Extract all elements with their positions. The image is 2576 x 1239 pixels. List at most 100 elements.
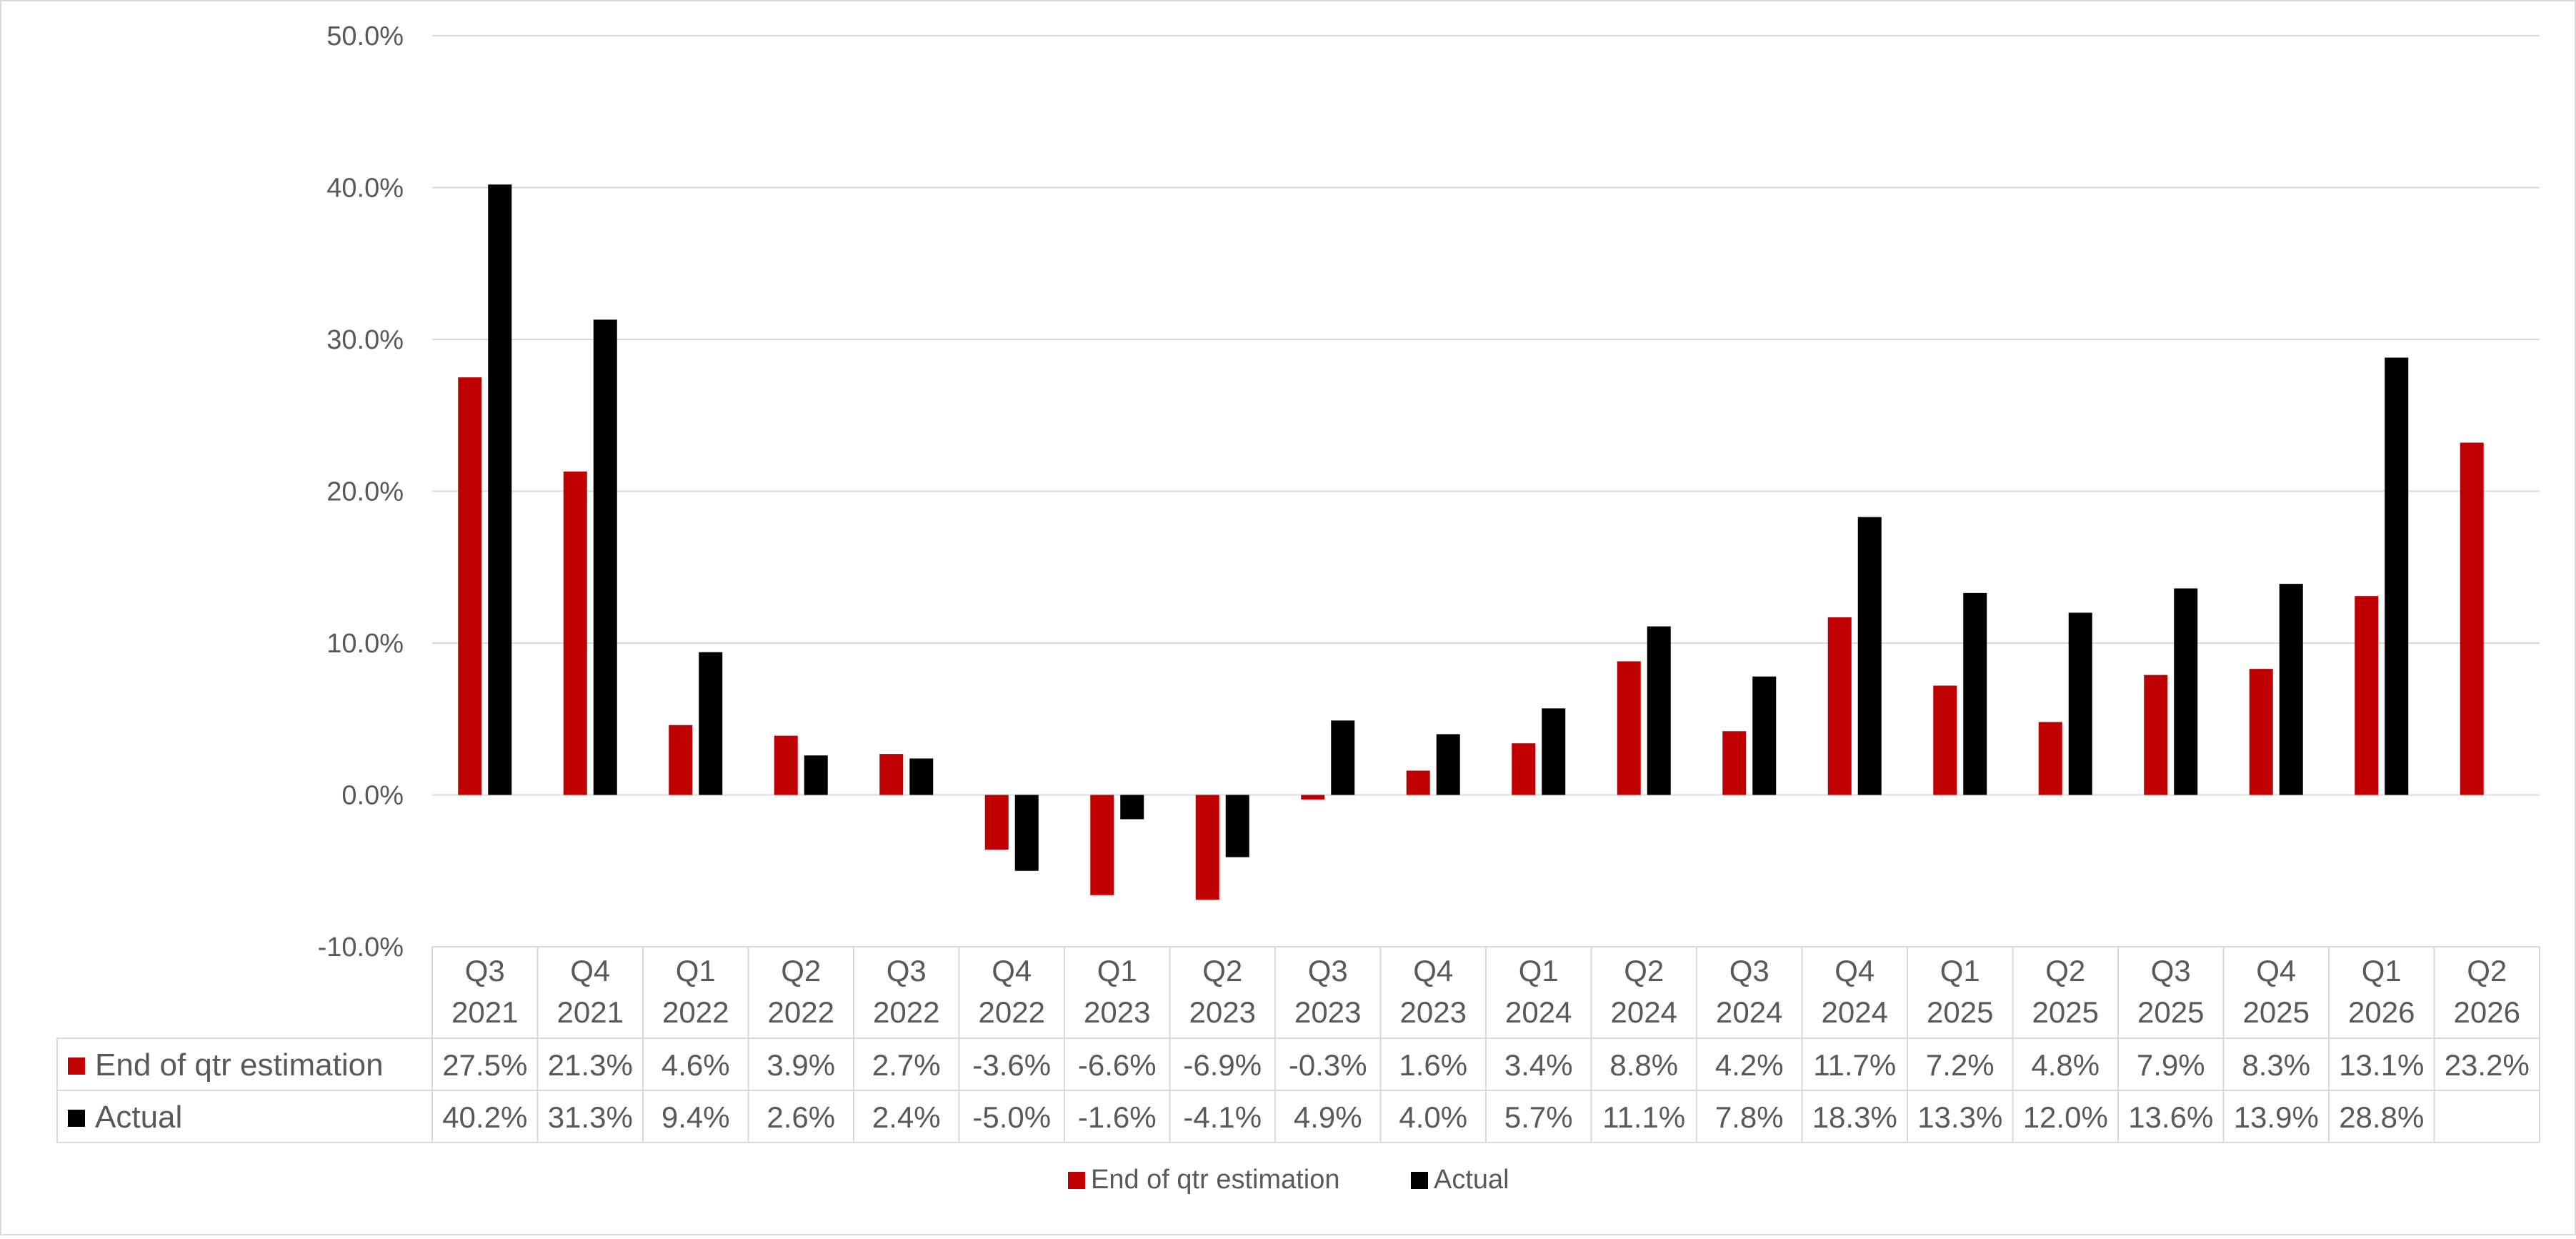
x-category-label: Q4 bbox=[1413, 954, 1453, 987]
data-label-actual: 7.8% bbox=[1715, 1100, 1784, 1134]
bar-estimation bbox=[1301, 795, 1325, 800]
x-category-label: 2025 bbox=[1927, 995, 1993, 1029]
legend-swatch bbox=[1068, 1172, 1085, 1189]
data-label-actual: -4.1% bbox=[1183, 1100, 1262, 1134]
legend: End of qtr estimation Actual bbox=[1068, 1165, 1509, 1195]
y-tick-label: -10.0% bbox=[318, 932, 404, 962]
legend-key-actual bbox=[68, 1110, 85, 1127]
x-category-label: Q3 bbox=[887, 954, 927, 987]
bar-actual bbox=[2174, 588, 2198, 795]
y-tick-label: 20.0% bbox=[326, 477, 404, 507]
bar-estimation bbox=[2249, 669, 2273, 795]
x-category-label: 2024 bbox=[1611, 995, 1677, 1029]
x-category-label: 2023 bbox=[1189, 995, 1256, 1029]
y-tick-label: 0.0% bbox=[341, 781, 404, 811]
data-label-estimation: 2.7% bbox=[872, 1048, 941, 1082]
data-label-estimation: 21.3% bbox=[548, 1048, 633, 1082]
row-label-estimation: End of qtr estimation bbox=[95, 1048, 384, 1083]
data-table: Q3 2021 Q4 2021 Q1 2022 Q2 2022 Q3 2022 Q4 2022 Q1 20… bbox=[56, 946, 2540, 1143]
bar-actual bbox=[1752, 676, 1777, 795]
data-label-actual: 5.7% bbox=[1504, 1100, 1573, 1134]
x-category-label: 2022 bbox=[662, 995, 729, 1029]
bar-actual bbox=[1014, 795, 1039, 871]
x-category-label: Q1 bbox=[2362, 954, 2402, 987]
bar-estimation bbox=[1617, 661, 1641, 795]
data-label-estimation: 23.2% bbox=[2445, 1048, 2530, 1082]
bar-estimation bbox=[879, 754, 904, 795]
data-label-estimation: 7.2% bbox=[1926, 1048, 1995, 1082]
y-tick-label: 30.0% bbox=[326, 325, 404, 355]
x-category-label: Q2 bbox=[2045, 954, 2085, 987]
bar-estimation bbox=[1722, 731, 1747, 795]
bar-actual bbox=[1857, 517, 1882, 795]
data-label-estimation: 3.4% bbox=[1504, 1048, 1573, 1082]
x-category-label: 2025 bbox=[2137, 995, 2204, 1029]
data-label-actual: 2.6% bbox=[767, 1100, 835, 1134]
x-category-label: 2021 bbox=[451, 995, 518, 1029]
x-category-label: Q3 bbox=[1308, 954, 1348, 987]
bar-actual bbox=[1120, 795, 1144, 820]
data-label-estimation: -3.6% bbox=[972, 1048, 1051, 1082]
x-category-label: Q1 bbox=[1940, 954, 1980, 987]
data-label-estimation: 8.3% bbox=[2242, 1048, 2310, 1082]
data-label-actual: 28.8% bbox=[2339, 1100, 2424, 1134]
data-label-estimation: 4.2% bbox=[1715, 1048, 1784, 1082]
data-label-estimation: 3.9% bbox=[767, 1048, 835, 1082]
data-label-actual: 4.0% bbox=[1399, 1100, 1467, 1134]
data-label-actual: 4.9% bbox=[1294, 1100, 1362, 1134]
bar-actual bbox=[1436, 734, 1460, 795]
x-category-label: 2024 bbox=[1505, 995, 1572, 1029]
bar-estimation bbox=[984, 795, 1009, 850]
bar-actual bbox=[2279, 584, 2303, 795]
data-label-estimation: -6.6% bbox=[1078, 1048, 1157, 1082]
bar-estimation bbox=[458, 377, 482, 795]
data-label-estimation: 1.6% bbox=[1399, 1048, 1467, 1082]
data-label-estimation: 11.7% bbox=[1813, 1048, 1896, 1082]
bar-estimation bbox=[1406, 770, 1430, 795]
x-category-label: Q3 bbox=[1729, 954, 1769, 987]
bar-actual bbox=[1963, 592, 1987, 795]
data-label-actual: 2.4% bbox=[872, 1100, 941, 1134]
row-label-actual: Actual bbox=[95, 1100, 182, 1135]
x-category-label: Q3 bbox=[2151, 954, 2191, 987]
y-tick-label: 40.0% bbox=[326, 174, 404, 204]
data-label-estimation: -0.3% bbox=[1289, 1048, 1367, 1082]
data-label-estimation: 4.6% bbox=[662, 1048, 730, 1082]
bar-actual bbox=[1225, 795, 1249, 857]
data-label-estimation: 8.8% bbox=[1609, 1048, 1678, 1082]
x-category-label: 2024 bbox=[1716, 995, 1782, 1029]
data-label-actual: 11.1% bbox=[1602, 1100, 1685, 1134]
bar-estimation bbox=[669, 725, 693, 795]
bar-actual bbox=[804, 755, 828, 795]
x-category-label: Q4 bbox=[992, 954, 1032, 987]
x-category-label: 2021 bbox=[557, 995, 624, 1029]
data-label-actual: 13.3% bbox=[1917, 1100, 2002, 1134]
bar-estimation bbox=[2355, 596, 2379, 795]
bar-estimation bbox=[1827, 617, 1852, 795]
data-label-actual: 12.0% bbox=[2023, 1100, 2108, 1134]
bar-actual bbox=[699, 652, 723, 795]
bar-estimation bbox=[563, 471, 587, 795]
x-category-label: Q1 bbox=[1097, 954, 1137, 987]
x-category-label: Q3 bbox=[465, 954, 505, 987]
data-label-actual: 40.2% bbox=[442, 1100, 527, 1134]
bar-actual bbox=[2385, 357, 2409, 795]
bar-actual bbox=[2068, 612, 2092, 795]
x-category-label: Q2 bbox=[1202, 954, 1242, 987]
data-label-actual: 13.9% bbox=[2234, 1100, 2319, 1134]
data-label-actual: -1.6% bbox=[1078, 1100, 1157, 1134]
x-category-label: Q1 bbox=[1519, 954, 1559, 987]
x-category-label: 2023 bbox=[1294, 995, 1361, 1029]
data-label-actual: -5.0% bbox=[972, 1100, 1051, 1134]
bar-estimation bbox=[2460, 442, 2484, 795]
x-category-label: 2024 bbox=[1822, 995, 1888, 1029]
bar-estimation bbox=[1195, 795, 1219, 900]
data-label-actual: 31.3% bbox=[548, 1100, 633, 1134]
x-category-label: 2022 bbox=[768, 995, 834, 1029]
x-category-label: 2025 bbox=[2243, 995, 2310, 1029]
x-category-label: Q2 bbox=[2467, 954, 2507, 987]
bar-actual bbox=[488, 184, 512, 795]
x-category-label: Q4 bbox=[1834, 954, 1874, 987]
legend-swatch bbox=[1411, 1172, 1428, 1189]
